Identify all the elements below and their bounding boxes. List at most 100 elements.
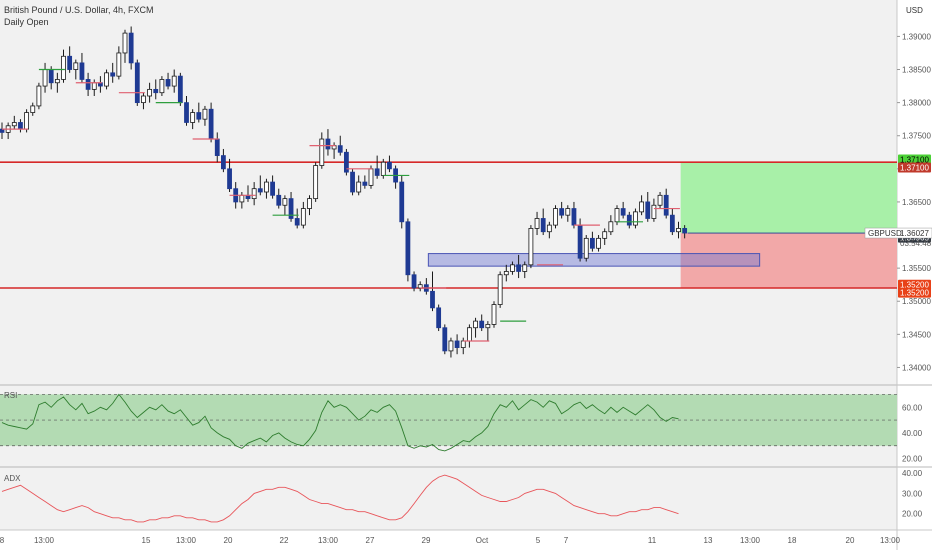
candle [300,201,306,229]
rsi-label: RSI [4,391,17,400]
candle-body [208,108,214,140]
price-tag-label: 1.35200 [900,289,929,298]
candle-body [171,75,177,87]
candle-body [79,62,85,80]
candle [528,225,534,269]
candle-body [368,168,374,186]
candle [350,168,355,196]
adx-tick-label: 20.00 [902,510,923,519]
adx-tick-label: 40.00 [902,469,923,478]
candle [190,109,196,130]
candle [633,208,638,229]
candle [270,175,276,199]
candle [590,231,595,252]
candle-body [682,228,688,234]
candle [165,72,171,90]
candle [128,26,134,70]
candle-body [442,327,448,352]
candle [184,96,189,126]
candle-body [676,228,681,233]
candle-body [104,72,109,87]
candle [553,205,558,229]
price-tick-label: 1.34500 [902,330,931,339]
candle-body [257,188,263,193]
candle-body [184,102,189,123]
candle-body [534,218,540,229]
candle-body [300,208,306,226]
candle-body [522,264,528,272]
candle [325,129,331,156]
candle-body [651,204,657,219]
candle-body [626,214,632,226]
candle-body [356,181,362,193]
time-axis-label: 20 [224,536,233,545]
candle-body [466,327,472,342]
time-axis-label: 13:00 [176,536,197,545]
candle-body [264,181,269,193]
candle [196,102,202,123]
candle-body [577,224,583,259]
candle-body [485,324,491,329]
candle [608,215,614,236]
candle-body [18,122,23,130]
candle-body [288,198,294,219]
candle [540,208,546,236]
candle [79,52,85,83]
time-axis-label: 13:00 [740,536,761,545]
candle-body [399,181,405,223]
candle-body [620,208,626,216]
candle [343,148,349,176]
profit-zone [680,162,897,234]
candle [294,208,300,229]
price-tag-label: 1.35200 [900,281,929,290]
candle [491,301,497,328]
candle-body [153,88,159,94]
rsi-tick-label: 60.00 [902,403,923,412]
candle-body [141,95,146,104]
candle [602,228,608,245]
candle-body [36,85,42,107]
candle-body [583,237,589,259]
candle-body [220,155,226,170]
currency-label: USD [906,6,923,15]
candle [436,304,442,332]
candle-body [510,264,515,272]
candle [405,218,411,282]
candle-body [313,165,319,200]
candle [134,59,140,106]
candle [682,225,688,239]
candle [430,271,435,312]
time-axis-label: 20 [846,536,855,545]
candle [485,321,491,341]
candle [61,49,66,83]
time-axis-label: 15 [142,536,151,545]
price-tick-label: 1.36500 [902,198,931,207]
time-axis-label: 29 [422,536,431,545]
rsi-band [0,394,897,446]
candle [596,235,601,252]
candle [36,82,42,110]
candle [620,201,626,219]
price-tick-label: 1.38500 [902,66,931,75]
candle [510,261,515,275]
candle-body [116,52,122,77]
candle [67,46,73,73]
candle-body [190,112,196,123]
candle-body [546,224,552,233]
candle-body [319,138,325,166]
candle [11,115,17,130]
last-price-tag-box [864,227,932,239]
time-axis-label: 13 [704,536,713,545]
indicator-label[interactable]: Daily Open [4,17,49,27]
candle-body [479,320,485,329]
symbol-title[interactable]: British Pound / U.S. Dollar, 4h, FXCM [4,5,154,15]
candle-body [30,105,36,113]
candle [73,59,79,80]
candle [503,264,509,282]
candle-body [473,320,478,329]
adx-tick-label: 30.00 [902,489,923,498]
time-axis-background [0,530,897,550]
candle-body [460,340,466,348]
